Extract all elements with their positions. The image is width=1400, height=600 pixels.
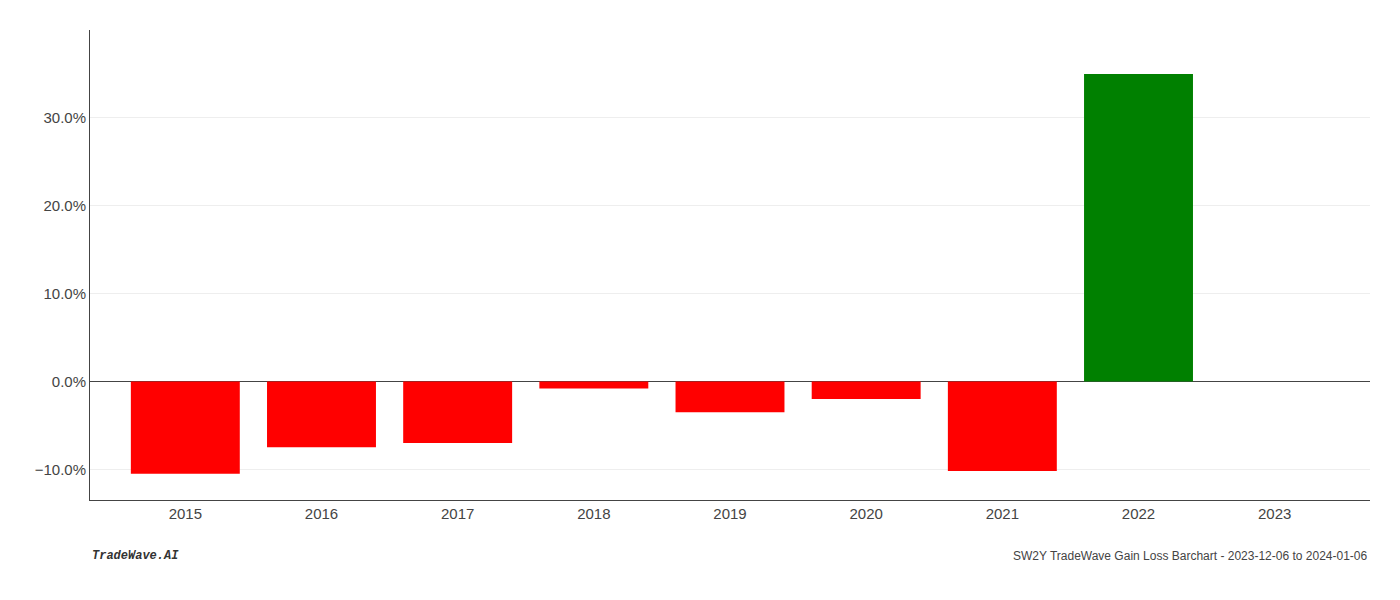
- svg-text:2022: 2022: [1122, 505, 1155, 522]
- svg-text:SW2Y TradeWave Gain Loss Barch: SW2Y TradeWave Gain Loss Barchart - 2023…: [1013, 549, 1368, 563]
- svg-text:TradeWave.AI: TradeWave.AI: [92, 549, 179, 563]
- svg-text:2015: 2015: [169, 505, 202, 522]
- svg-text:2023: 2023: [1258, 505, 1291, 522]
- svg-text:2018: 2018: [577, 505, 610, 522]
- svg-text:10.0%: 10.0%: [43, 285, 86, 302]
- svg-text:2016: 2016: [305, 505, 338, 522]
- svg-text:−10.0%: −10.0%: [35, 461, 86, 478]
- svg-text:2020: 2020: [849, 505, 882, 522]
- svg-text:30.0%: 30.0%: [43, 109, 86, 126]
- svg-text:0.0%: 0.0%: [52, 373, 86, 390]
- svg-text:2019: 2019: [713, 505, 746, 522]
- svg-text:20.0%: 20.0%: [43, 197, 86, 214]
- svg-text:2021: 2021: [986, 505, 1019, 522]
- svg-text:2017: 2017: [441, 505, 474, 522]
